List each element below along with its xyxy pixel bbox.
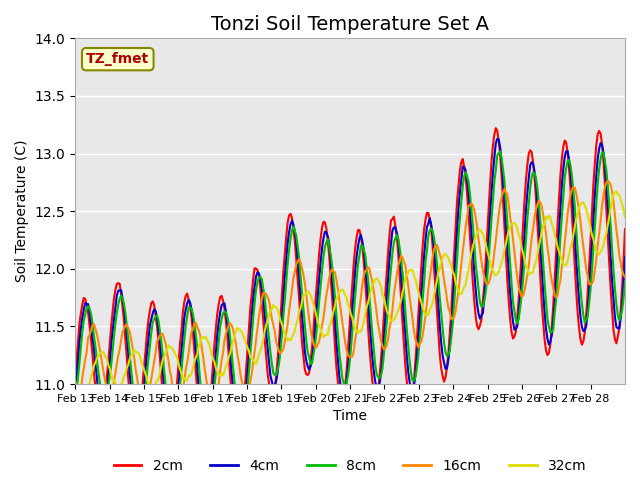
Y-axis label: Soil Temperature (C): Soil Temperature (C) (15, 140, 29, 282)
16cm (463, 215, 471, 221)
Legend: 2cm, 4cm, 8cm, 16cm, 32cm: 2cm, 4cm, 8cm, 16cm, 32cm (108, 453, 592, 478)
32cm (621, 214, 629, 220)
8cm (496, 149, 504, 155)
8cm (548, 329, 556, 335)
16cm (621, 274, 629, 280)
32cm (76, 392, 83, 398)
2cm (492, 125, 500, 131)
8cm (465, 179, 472, 184)
4cm (236, 434, 244, 440)
32cm (109, 377, 116, 383)
4cm (356, 236, 364, 241)
32cm (465, 268, 472, 274)
4cm (465, 190, 472, 196)
2cm (548, 324, 556, 330)
4cm (108, 345, 115, 351)
8cm (71, 406, 79, 411)
32cm (547, 215, 554, 220)
8cm (621, 279, 629, 285)
2cm (235, 441, 243, 446)
16cm (604, 179, 612, 184)
8cm (90, 332, 98, 338)
2cm (356, 227, 364, 233)
8cm (356, 253, 364, 259)
4cm (620, 280, 627, 286)
32cm (620, 207, 627, 213)
4cm (493, 136, 501, 142)
Line: 8cm: 8cm (75, 152, 625, 429)
16cm (90, 321, 98, 327)
2cm (71, 374, 79, 380)
4cm (548, 332, 556, 338)
2cm (620, 258, 627, 264)
Line: 2cm: 2cm (75, 128, 625, 444)
16cm (354, 316, 362, 322)
Text: TZ_fmet: TZ_fmet (86, 52, 149, 66)
4cm (71, 393, 79, 399)
4cm (90, 345, 98, 350)
2cm (465, 212, 472, 218)
2cm (621, 226, 629, 232)
16cm (618, 267, 626, 273)
32cm (612, 189, 620, 194)
16cm (71, 412, 79, 418)
16cm (108, 387, 115, 393)
Line: 4cm: 4cm (75, 139, 625, 437)
8cm (108, 363, 115, 369)
2cm (90, 369, 98, 374)
8cm (620, 295, 627, 301)
16cm (545, 255, 553, 261)
Title: Tonzi Soil Temperature Set A: Tonzi Soil Temperature Set A (211, 15, 489, 34)
Line: 16cm: 16cm (75, 181, 625, 415)
32cm (356, 328, 364, 334)
8cm (205, 426, 212, 432)
32cm (92, 360, 99, 366)
2cm (108, 325, 115, 331)
Line: 32cm: 32cm (75, 192, 625, 395)
32cm (71, 379, 79, 384)
X-axis label: Time: Time (333, 409, 367, 423)
4cm (621, 254, 629, 260)
